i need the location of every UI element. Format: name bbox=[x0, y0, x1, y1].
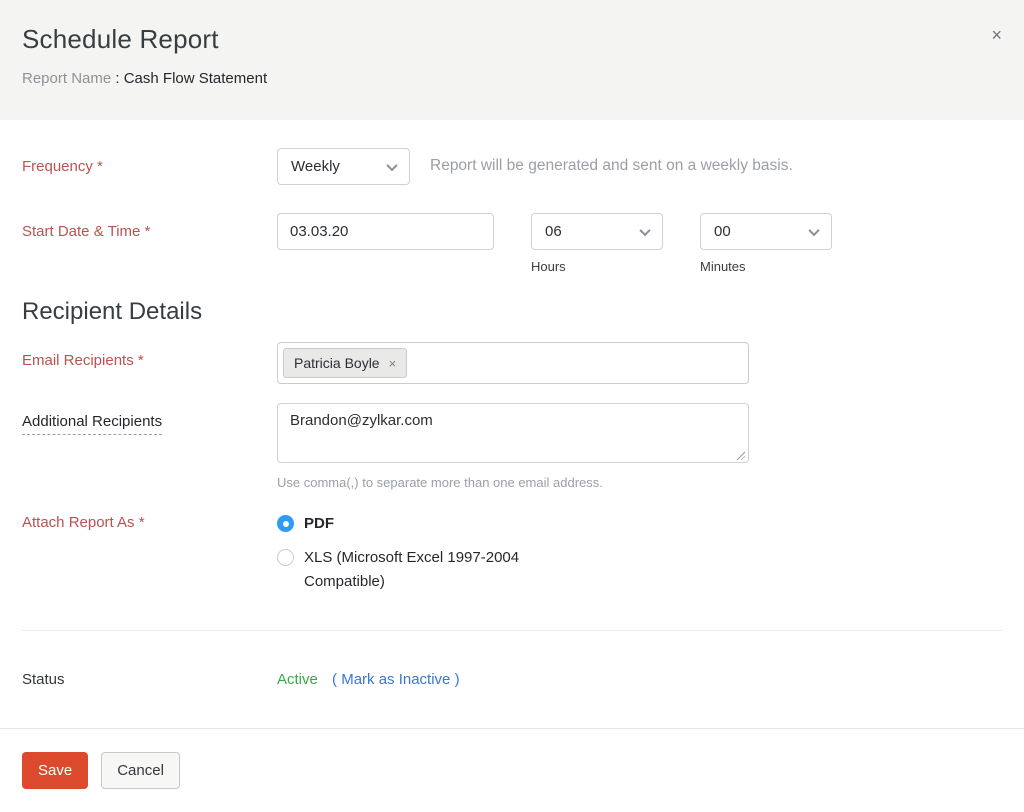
recipient-chip-name: Patricia Boyle bbox=[294, 355, 380, 371]
attach-report-label: Attach Report As * bbox=[22, 514, 145, 531]
minutes-select[interactable]: 00 bbox=[700, 213, 832, 250]
frequency-help-text: Report will be generated and sent on a w… bbox=[430, 157, 793, 174]
report-name-label: Report Name bbox=[22, 70, 112, 87]
recipient-details-heading: Recipient Details bbox=[22, 298, 203, 325]
additional-recipients-row: Additional Recipients Brandon@zylkar.com… bbox=[22, 403, 1002, 490]
status-row: Status Active ( Mark as Inactive ) bbox=[22, 631, 1002, 688]
attach-report-row: Attach Report As * PDF XLS (Microsoft Ex… bbox=[22, 512, 1002, 604]
status-badge: Active bbox=[277, 671, 318, 688]
status-label: Status bbox=[22, 671, 65, 688]
chevron-down-icon bbox=[808, 224, 820, 236]
dialog-body: Frequency * Weekly Report will be genera… bbox=[0, 120, 1024, 688]
dialog-header: × Schedule Report Report Name : Cash Flo… bbox=[0, 0, 1024, 120]
dialog-footer: Save Cancel bbox=[0, 728, 1024, 812]
radio-option-xls[interactable]: XLS (Microsoft Excel 1997-2004 Compatibl… bbox=[277, 546, 554, 594]
frequency-select[interactable]: Weekly bbox=[277, 148, 410, 185]
minutes-group: 00 Minutes bbox=[700, 213, 832, 274]
start-datetime-row: Start Date & Time * 06 Hours 00 Minutes bbox=[22, 213, 1002, 274]
additional-recipients-help: Use comma(,) to separate more than one e… bbox=[277, 475, 603, 490]
report-name-line: Report Name : Cash Flow Statement bbox=[22, 70, 1002, 87]
radio-option-pdf-label: PDF bbox=[304, 515, 334, 532]
email-recipients-label: Email Recipients * bbox=[22, 352, 144, 369]
report-name-value: Cash Flow Statement bbox=[123, 70, 268, 87]
chevron-down-icon bbox=[639, 224, 651, 236]
start-date-input[interactable] bbox=[277, 213, 494, 250]
additional-recipients-textarea[interactable]: Brandon@zylkar.com bbox=[277, 403, 749, 463]
recipient-chip: Patricia Boyle × bbox=[283, 348, 408, 378]
hours-group: 06 Hours bbox=[531, 213, 663, 274]
section-divider bbox=[22, 630, 1002, 631]
frequency-row: Frequency * Weekly Report will be genera… bbox=[22, 148, 1002, 185]
mark-as-inactive-link[interactable]: ( Mark as Inactive ) bbox=[332, 671, 460, 688]
close-icon[interactable]: × bbox=[987, 22, 1006, 48]
radio-unselected-icon[interactable] bbox=[277, 549, 294, 566]
email-recipients-row: Email Recipients * Patricia Boyle × bbox=[22, 342, 1002, 384]
hours-caption: Hours bbox=[531, 259, 566, 274]
hours-selected-value: 06 bbox=[545, 223, 562, 240]
hours-select[interactable]: 06 bbox=[531, 213, 663, 250]
start-datetime-label: Start Date & Time * bbox=[22, 223, 151, 240]
frequency-label: Frequency * bbox=[22, 158, 103, 175]
email-recipients-input[interactable]: Patricia Boyle × bbox=[277, 342, 749, 384]
radio-option-pdf[interactable]: PDF bbox=[277, 512, 554, 536]
minutes-caption: Minutes bbox=[700, 259, 746, 274]
page-title: Schedule Report bbox=[22, 24, 219, 54]
additional-recipients-label: Additional Recipients bbox=[22, 403, 277, 435]
radio-option-xls-label: XLS (Microsoft Excel 1997-2004 Compatibl… bbox=[304, 549, 520, 590]
cancel-button[interactable]: Cancel bbox=[101, 752, 180, 789]
minutes-selected-value: 00 bbox=[714, 223, 731, 240]
frequency-selected-value: Weekly bbox=[291, 158, 340, 175]
additional-recipients-label-text: Additional Recipients bbox=[22, 413, 163, 435]
chip-remove-icon[interactable]: × bbox=[388, 355, 397, 371]
report-name-separator: : bbox=[115, 70, 120, 87]
chevron-down-icon bbox=[386, 159, 398, 171]
save-button[interactable]: Save bbox=[22, 752, 89, 789]
radio-selected-icon[interactable] bbox=[277, 515, 294, 532]
